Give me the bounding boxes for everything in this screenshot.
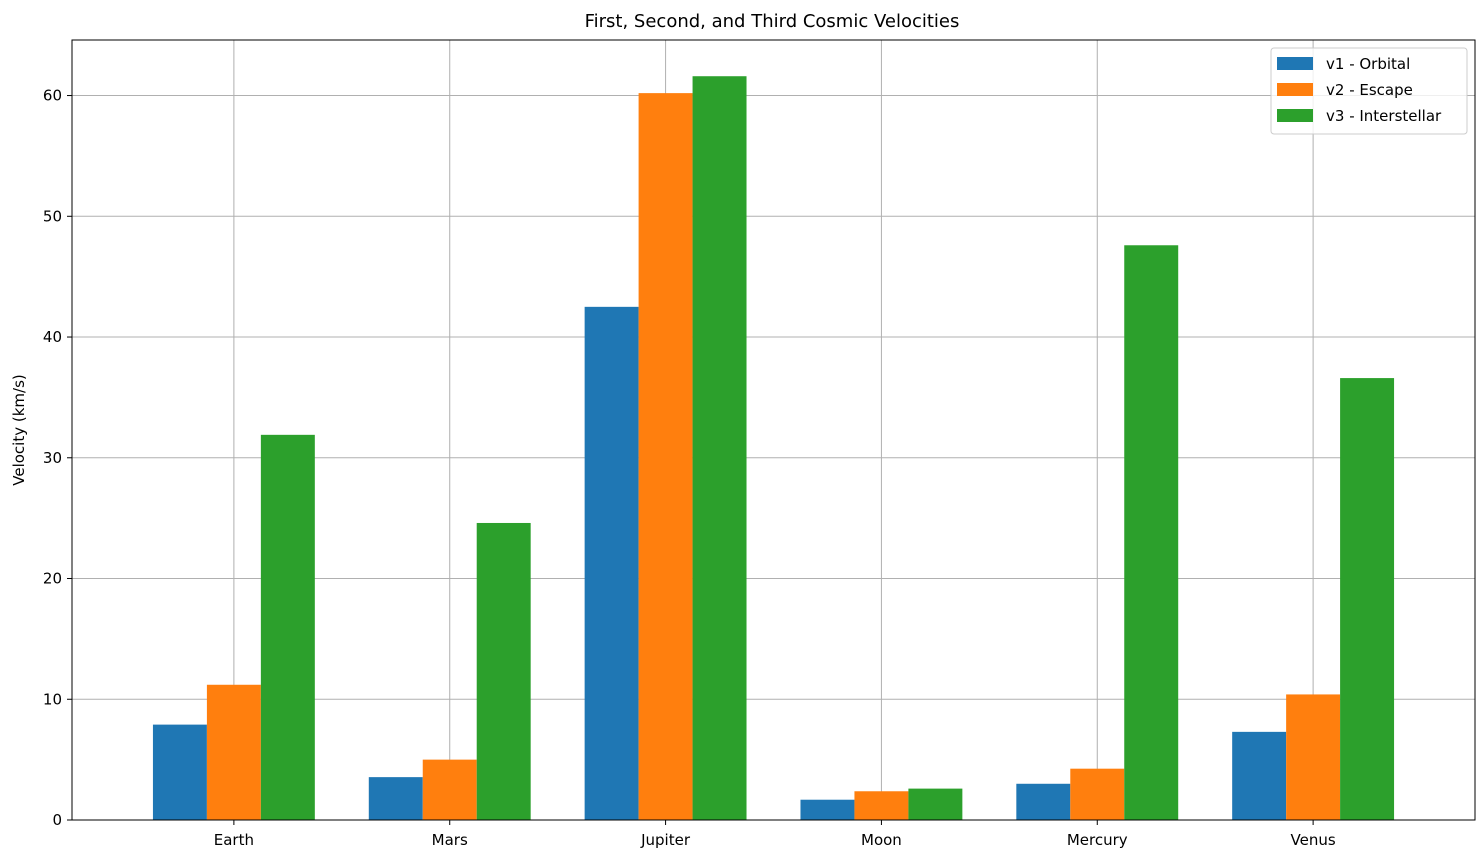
x-tick-label: Moon [861, 831, 902, 849]
x-tick-label: Venus [1291, 831, 1336, 849]
y-tick-label: 50 [43, 207, 62, 225]
bar-mercury-v2 [1070, 768, 1125, 820]
bar-moon-v1 [800, 799, 855, 820]
legend-swatch [1277, 109, 1313, 122]
bars [152, 76, 1395, 821]
x-tick-label: Earth [214, 831, 254, 849]
y-tick-label: 0 [52, 811, 62, 829]
bar-mars-v1 [368, 777, 423, 820]
y-tick-label: 60 [43, 87, 62, 105]
y-axis-ticks: 0 10 20 30 40 50 60 [43, 87, 72, 829]
bar-venus-v2 [1286, 694, 1341, 820]
bar-mars-v2 [422, 759, 477, 820]
legend-entry: v3 - Interstellar [1326, 107, 1442, 125]
bar-mercury-v1 [1016, 783, 1071, 820]
y-tick-label: 20 [43, 570, 62, 588]
bar-jupiter-v3 [692, 76, 747, 821]
legend-entry: v1 - Orbital [1326, 55, 1410, 73]
bar-venus-v1 [1232, 731, 1287, 820]
chart-title: First, Second, and Third Cosmic Velociti… [585, 11, 960, 32]
y-tick-label: 40 [43, 328, 62, 346]
legend-box [1270, 47, 1468, 135]
bar-moon-v2 [854, 791, 909, 820]
x-tick-label: Jupiter [640, 831, 691, 849]
y-tick-label: 10 [43, 690, 62, 708]
legend-swatch [1277, 83, 1313, 96]
legend-entry: v2 - Escape [1326, 81, 1413, 99]
bar-mercury-v3 [1124, 245, 1179, 820]
bar-earth-v1 [152, 724, 207, 820]
bar-jupiter-v2 [638, 93, 693, 820]
y-tick-label: 30 [43, 449, 62, 467]
bar-earth-v2 [206, 684, 261, 820]
plot-frame [71, 39, 1476, 821]
legend-swatch [1277, 57, 1313, 70]
bar-earth-v3 [260, 434, 315, 820]
bar-moon-v3 [908, 788, 963, 820]
x-tick-label: Mars [432, 831, 468, 849]
legend: v1 - Orbital v2 - Escape v3 - Interstellar [1270, 47, 1468, 135]
bar-venus-v3 [1340, 378, 1395, 820]
bar-jupiter-v1 [584, 306, 639, 820]
bar-mars-v3 [476, 522, 531, 820]
y-axis-label: Velocity (km/s) [10, 374, 28, 485]
x-tick-label: Mercury [1067, 831, 1128, 849]
x-axis-ticks: Earth Mars Jupiter Moon Mercury Venus [214, 820, 1336, 849]
